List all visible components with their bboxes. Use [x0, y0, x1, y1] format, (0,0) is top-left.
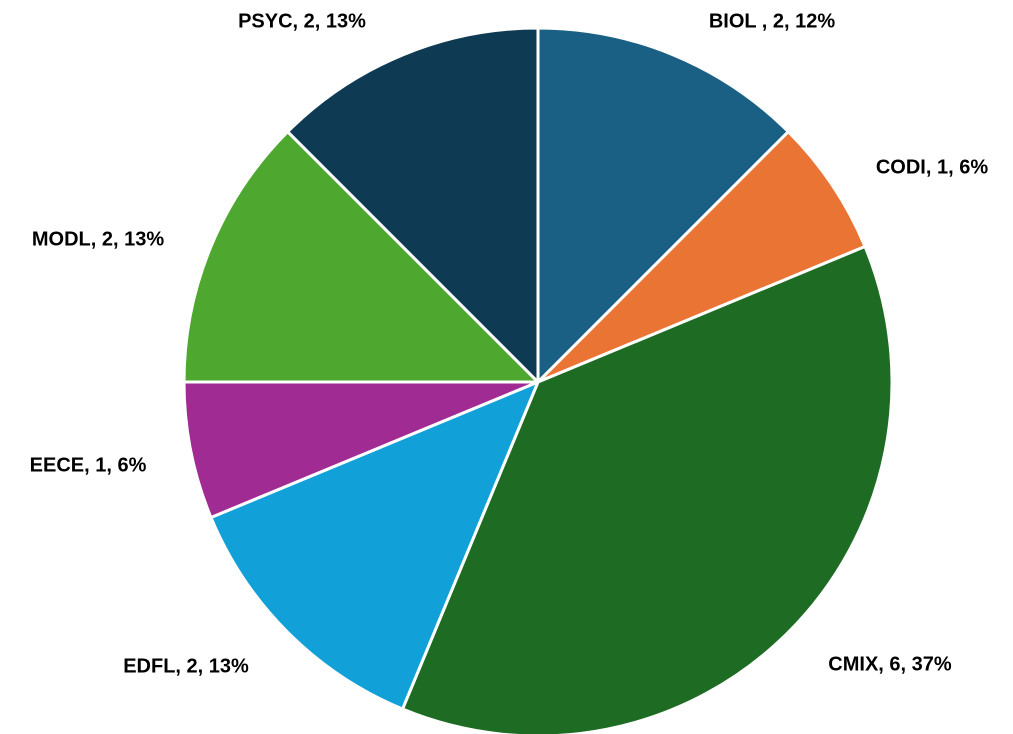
- pie-slice: [536, 130, 867, 384]
- pie-slice: [182, 380, 540, 519]
- data-label: CODI, 1, 6%: [876, 156, 988, 178]
- data-label: PSYC, 2, 13%: [238, 10, 366, 32]
- data-label: MODL, 2, 13%: [32, 228, 164, 250]
- pie-slice: [182, 130, 540, 384]
- data-label: EECE, 1, 6%: [30, 454, 147, 476]
- pie-slice: [209, 380, 540, 711]
- data-label: BIOL , 2, 12%: [709, 10, 836, 32]
- pie-slice: [286, 26, 540, 384]
- data-label: EDFL, 2, 13%: [123, 655, 249, 677]
- pie-slice: [536, 26, 790, 384]
- pie-slice: [401, 245, 894, 734]
- data-label: CMIX, 6, 37%: [828, 653, 952, 675]
